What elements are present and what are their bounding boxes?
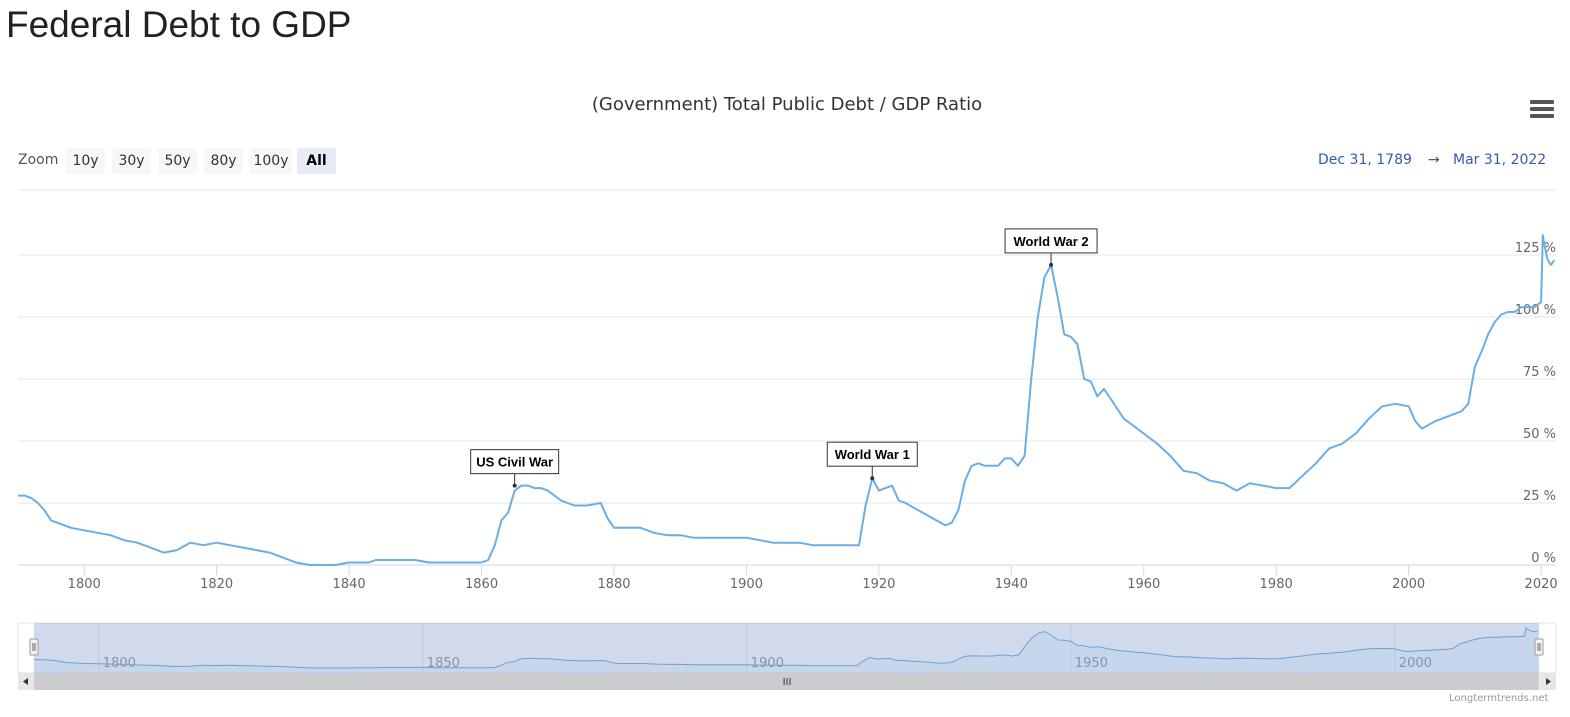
zoom-100y-button[interactable]: 100y: [250, 148, 292, 174]
y-tick-label: 25 %: [1523, 489, 1556, 504]
navigator-year-label: 1900: [751, 656, 784, 671]
x-tick-label: 1900: [730, 577, 763, 592]
y-tick-label: 50 %: [1523, 427, 1556, 442]
scrollbar-thumb[interactable]: [34, 673, 1539, 690]
zoom-label: Zoom: [18, 152, 59, 168]
zoom-all-button[interactable]: All: [297, 148, 336, 174]
navigator-area: [34, 628, 1539, 673]
x-tick-label: 1960: [1127, 577, 1160, 592]
chart-title: (Government) Total Public Debt / GDP Rat…: [591, 94, 983, 115]
scrollbar[interactable]: III: [18, 673, 1556, 690]
x-tick-label: 1920: [862, 577, 895, 592]
navigator-year-label: 2000: [1399, 656, 1432, 671]
range-from-date[interactable]: Dec 31, 1789: [1318, 152, 1412, 168]
x-tick-layer: 1800 1820 1840 1860 1880 1900 1920 1940 1960 1980…: [68, 565, 1558, 592]
annotation-world-war-2: World War 2: [1004, 228, 1098, 267]
annotation-layer: US Civil War World War 1 World War 2: [470, 228, 1098, 488]
y-tick-label: 0 %: [1531, 551, 1556, 566]
navigator-background: [17, 622, 1557, 674]
x-tick-label: 1940: [995, 577, 1028, 592]
navigator[interactable]: 18001850190019502000: [17, 622, 1557, 674]
zoom-80y-button[interactable]: 80y: [204, 148, 243, 174]
hamburger-menu-icon[interactable]: [1530, 100, 1554, 122]
annotation-world-war-1: World War 1: [826, 441, 918, 481]
x-tick-label: 1860: [465, 577, 498, 592]
y-tick-label: 75 %: [1523, 365, 1556, 380]
annotation-us-civil-war: US Civil War: [470, 449, 560, 488]
x-tick-label: 2000: [1392, 577, 1425, 592]
range-to-date[interactable]: Mar 31, 2022: [1453, 152, 1547, 168]
arrow-left-icon: [23, 678, 28, 685]
zoom-50y-button[interactable]: 50y: [158, 148, 197, 174]
x-tick-label: 1820: [200, 577, 233, 592]
x-tick-label: 2020: [1525, 577, 1558, 592]
x-tick-label: 1800: [68, 577, 101, 592]
x-tick-label: 1980: [1260, 577, 1293, 592]
annotation-label: World War 2: [1013, 234, 1088, 249]
credit-link[interactable]: Longtermtrends.net: [1449, 693, 1549, 704]
page-title: Federal Debt to GDP: [6, 4, 352, 45]
x-tick-label: 1880: [597, 577, 630, 592]
y-tick-label: 125 %: [1515, 241, 1556, 256]
arrow-right-icon: [1546, 678, 1551, 685]
navigator-left-handle[interactable]: [29, 638, 39, 656]
annotation-label: World War 1: [835, 447, 910, 462]
y-tick-layer: 0 %25 %50 %75 %100 %125 %: [1515, 241, 1556, 566]
scrollbar-grip[interactable]: III: [783, 677, 792, 688]
navigator-right-handle[interactable]: [1534, 638, 1544, 656]
navigator-selection-mask[interactable]: [34, 623, 1539, 673]
zoom-10y-button[interactable]: 10y: [66, 148, 105, 174]
zoom-30y-button[interactable]: 30y: [112, 148, 151, 174]
navigator-year-label: 1800: [103, 656, 136, 671]
grid-layer: [18, 254, 1556, 504]
x-tick-label: 1840: [333, 577, 366, 592]
navigator-grid: 18001850190019502000: [98, 623, 1432, 673]
navigator-year-label: 1950: [1075, 656, 1108, 671]
debt-series-line: [18, 234, 1556, 566]
annotation-label: US Civil War: [476, 455, 553, 470]
navigator-series-line: [34, 627, 1538, 669]
range-arrow: →: [1428, 152, 1440, 168]
